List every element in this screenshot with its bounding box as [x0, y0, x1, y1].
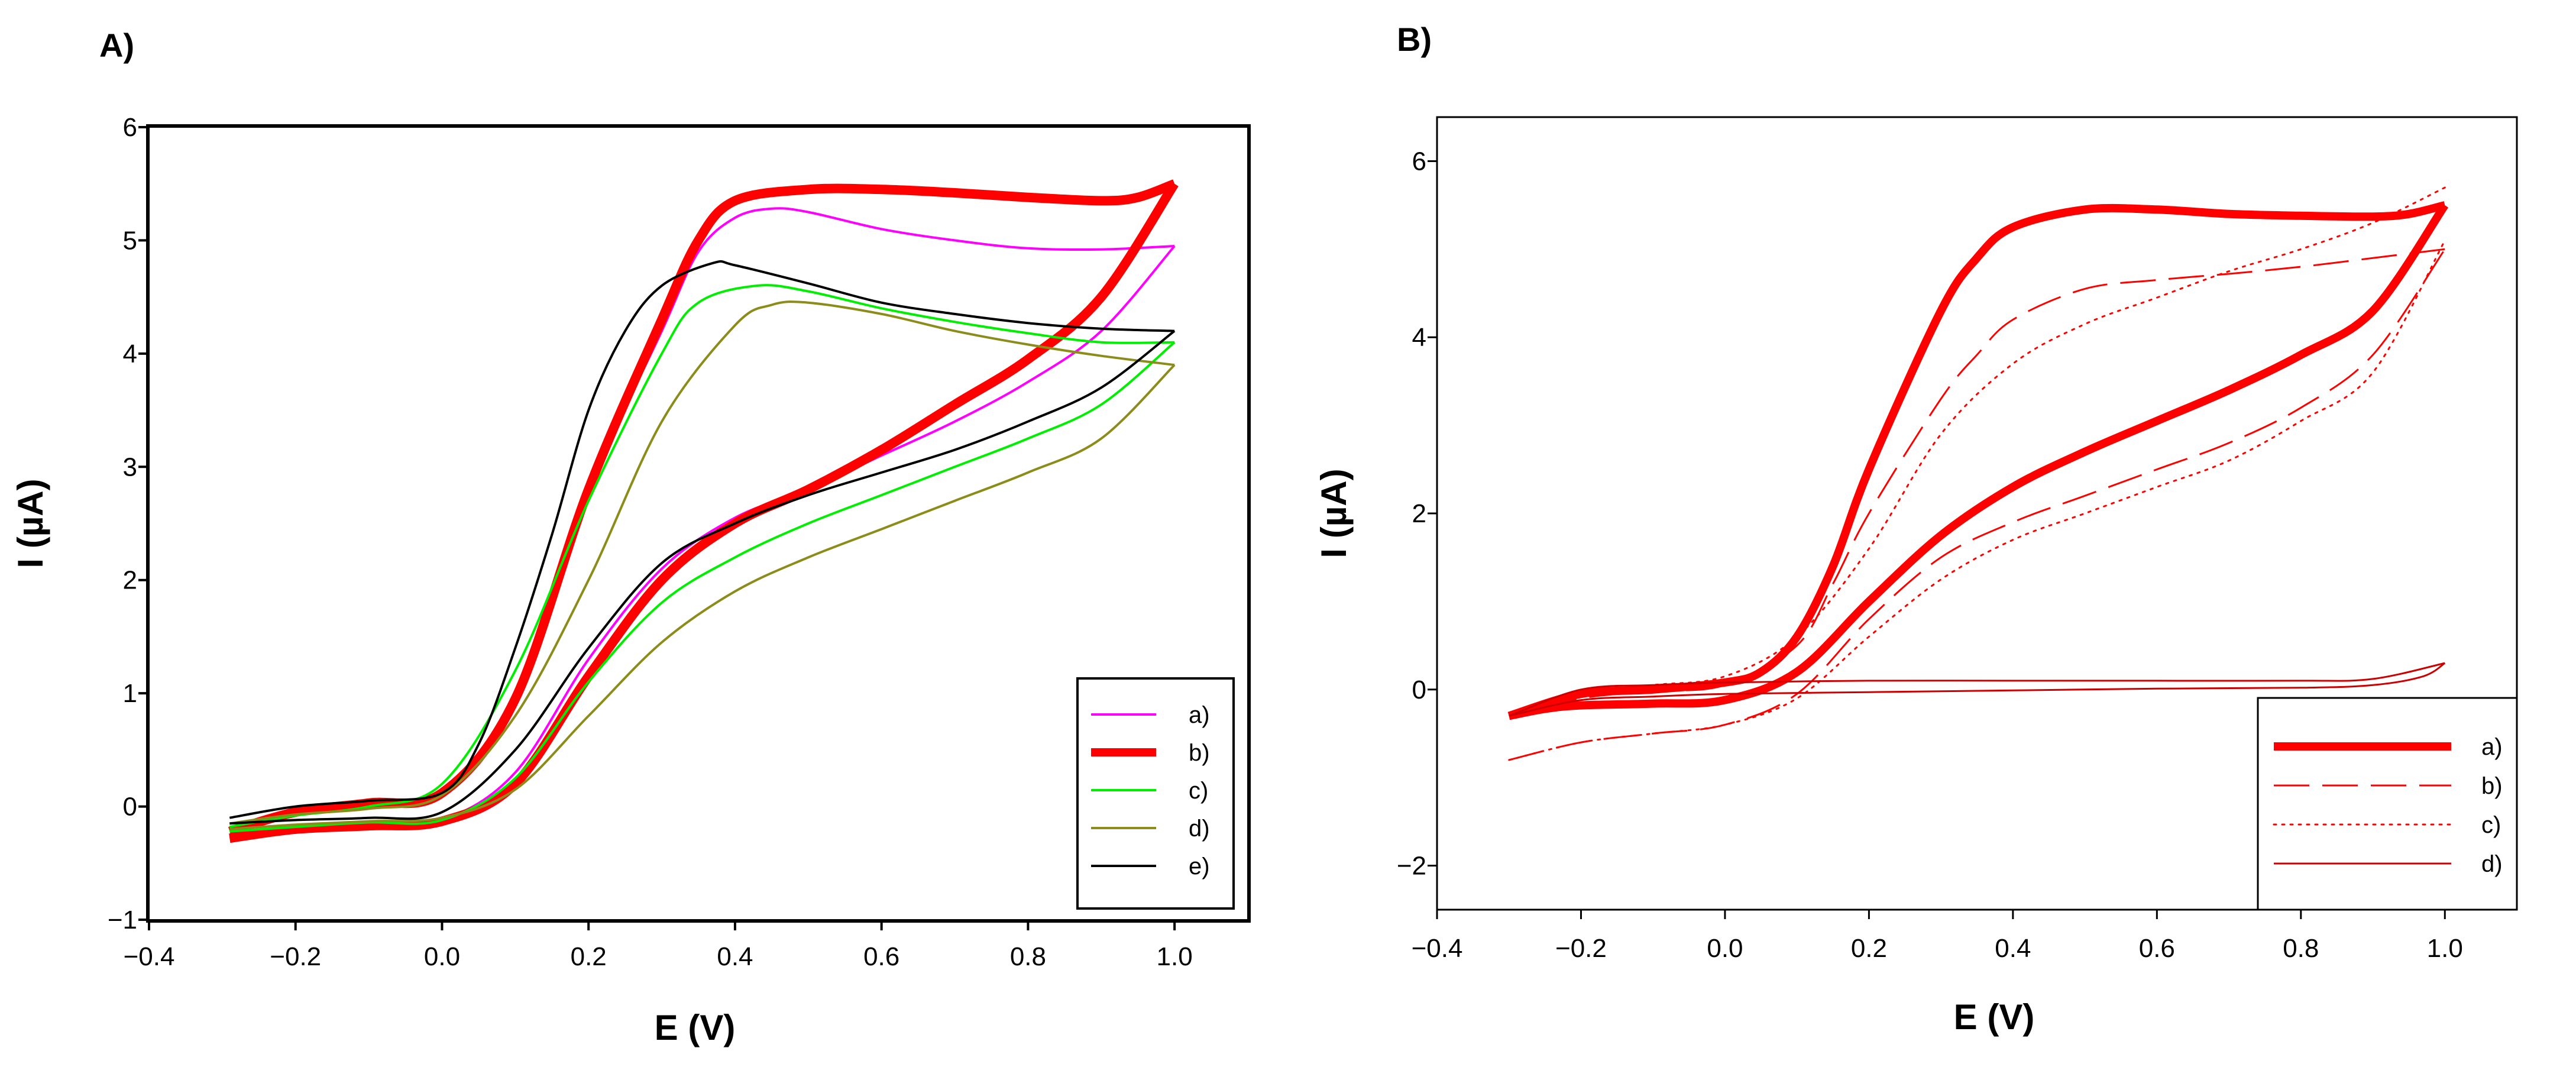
panel-a-legend: a) b) c) d) e): [1076, 677, 1235, 910]
y-tick-label-b-0: −2: [1397, 852, 1426, 881]
series-b-4-reverse-sweep: [1509, 662, 2445, 717]
x-tick-label-a-0: −0.4: [124, 942, 175, 971]
x-tick-label-a-3: 0.2: [571, 942, 607, 971]
y-tick-label-a-7: 6: [123, 113, 137, 142]
legend-label-b-1: a): [2481, 734, 2503, 760]
x-tick-label-a-5: 0.6: [863, 942, 899, 971]
x-tick-label-b-7: 1.0: [2427, 934, 2463, 963]
panel-b-legend-box: [2257, 697, 2518, 911]
series-a-2-reverse-sweep: [228, 179, 1176, 836]
series-b-2: [1509, 248, 2446, 761]
legend-label-b-2: b): [2481, 773, 2503, 799]
panel-a-ticks: −0.4 −0.2 0.0 0.2 0.4 0.6 0.8 1.0 −1 0 1 2 3 4 5 6: [108, 113, 1193, 971]
panel-a-x-axis-title: E (V): [655, 1008, 736, 1047]
x-tick-label-b-2: 0.0: [1707, 934, 1743, 963]
x-tick-label-b-6: 0.8: [2283, 934, 2319, 963]
panel-a: A) −0.4 −0.2 0.0 0.2 0.4 0.6 0.8 1.0 −1 0 1 2 3 4 5 6 E…: [11, 27, 1251, 1047]
series-a-5: [229, 260, 1176, 825]
legend-label-a-1: a): [1189, 702, 1210, 728]
y-tick-label-a-2: 1: [123, 679, 137, 708]
x-tick-label-a-6: 0.8: [1010, 942, 1046, 971]
legend-label-b-4: d): [2481, 851, 2503, 877]
panel-a-y-axis-title: I (µA): [11, 478, 50, 568]
panel-b-ticks: −0.4 −0.2 0.0 0.2 0.4 0.6 0.8 1.0 −2 0 2 4 6: [1397, 147, 2463, 963]
series-b-1-reverse-sweep: [1507, 201, 2446, 720]
y-tick-label-a-5: 4: [123, 340, 137, 368]
legend-label-a-4: d): [1189, 816, 1210, 842]
series-a-4-forward-sweep: [229, 364, 1176, 830]
series-b-3-forward-sweep: [1508, 239, 2446, 761]
series-b-4-forward-sweep: [1509, 662, 2446, 717]
legend-label-a-5: e): [1189, 853, 1210, 880]
x-tick-label-b-1: −0.2: [1555, 934, 1607, 963]
panel-a-label: A): [99, 27, 134, 64]
panel-b-x-axis-title: E (V): [1954, 997, 2035, 1037]
series-b-2-forward-sweep: [1509, 248, 2446, 761]
series-b-3: [1508, 186, 2446, 761]
legend-label-b-3: c): [2481, 812, 2501, 838]
y-tick-label-a-1: 0: [123, 793, 137, 822]
panel-b-series-layer: [1507, 186, 2449, 761]
series-a-1: [229, 207, 1176, 836]
x-tick-label-a-4: 0.4: [717, 942, 753, 971]
series-a-2: [228, 179, 1179, 843]
series-a-3-reverse-sweep: [229, 284, 1175, 828]
x-tick-label-b-4: 0.4: [1995, 934, 2031, 963]
x-tick-label-b-3: 0.2: [1851, 934, 1887, 963]
x-tick-label-a-7: 1.0: [1157, 942, 1193, 971]
panel-b-label: B): [1397, 21, 1432, 58]
panel-a-legend-box: [1076, 677, 1235, 910]
panel-a-series-layer: [228, 179, 1179, 843]
series-b-1-forward-sweep: [1508, 202, 2449, 720]
y-tick-label-a-0: −1: [108, 906, 137, 935]
legend-label-a-2: b): [1189, 740, 1210, 766]
x-tick-label-a-1: −0.2: [270, 942, 321, 971]
y-tick-label-b-4: 6: [1412, 147, 1426, 176]
series-a-3-forward-sweep: [229, 341, 1176, 833]
y-tick-label-b-1: 0: [1412, 675, 1426, 704]
panel-b: B) −0.4 −0.2 0.0 0.2 0.4 0.6 0.8 1.0 −2 0 2 4 6 E (V…: [1314, 21, 2518, 1037]
x-tick-label-b-5: 0.6: [2139, 934, 2175, 963]
panel-a-plot-frame: [146, 124, 1251, 923]
y-tick-label-a-3: 2: [123, 566, 137, 595]
y-tick-label-a-6: 5: [123, 226, 137, 255]
series-b-4: [1509, 662, 2446, 717]
series-a-4-reverse-sweep: [229, 300, 1175, 825]
series-a-5-reverse-sweep: [229, 260, 1175, 819]
legend-label-a-3: c): [1189, 778, 1208, 804]
y-tick-label-b-2: 2: [1412, 499, 1426, 528]
x-tick-label-b-0: −0.4: [1412, 934, 1463, 963]
series-a-5-forward-sweep: [229, 330, 1176, 825]
y-tick-label-a-4: 3: [123, 452, 137, 481]
series-a-4: [229, 300, 1176, 830]
series-a-3: [229, 284, 1176, 833]
panel-b-legend: a) b) c) d): [2257, 697, 2518, 911]
series-a-2-forward-sweep: [229, 181, 1179, 843]
panel-b-y-axis-title: I (µA): [1314, 468, 1354, 558]
series-b-1: [1507, 201, 2449, 720]
series-b-2-reverse-sweep: [1509, 248, 2445, 717]
y-tick-label-b-3: 4: [1412, 323, 1426, 352]
series-b-3-reverse-sweep: [1508, 186, 2446, 717]
x-tick-label-a-2: 0.0: [424, 942, 460, 971]
